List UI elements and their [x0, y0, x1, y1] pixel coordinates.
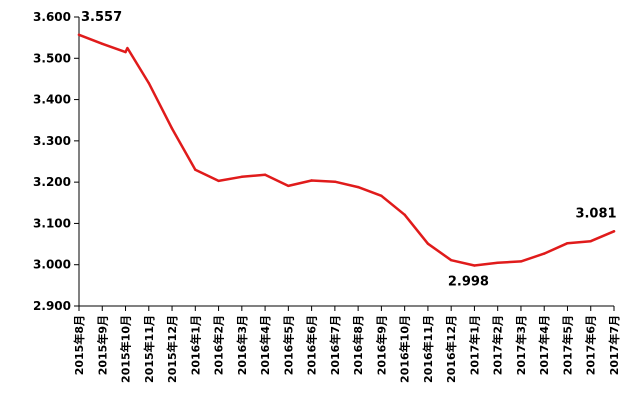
x-tick-label: 2016年5月 — [281, 315, 295, 375]
data-point — [612, 230, 616, 233]
x-tick-label: 2016年7月 — [328, 315, 342, 375]
y-axis: 2.900 3.000 3.100 3.200 3.300 3.400 3.500 3.600 — [33, 10, 80, 313]
x-tick-label: 2017年4月 — [537, 315, 551, 375]
x-tick-label: 2016年11月 — [421, 315, 435, 383]
data-point — [240, 175, 244, 178]
x-tick-label: 2017年5月 — [560, 315, 574, 375]
data-point — [147, 81, 150, 85]
x-tick-label: 2015年11月 — [142, 315, 156, 383]
data-point — [426, 242, 430, 245]
y-tick-label: 3.600 — [33, 10, 71, 24]
data-label: 3.081 — [575, 206, 616, 221]
data-point — [77, 33, 81, 36]
data-point — [543, 252, 546, 255]
data-point — [496, 261, 499, 264]
data-point — [519, 260, 523, 263]
x-tick-label: 2016年4月 — [258, 315, 272, 375]
data-point — [380, 194, 383, 197]
data-point — [310, 179, 313, 182]
x-tick-label: 2016年8月 — [351, 315, 365, 375]
x-tick-label: 2017年3月 — [514, 315, 528, 375]
x-tick-label: 2016年3月 — [235, 315, 249, 375]
data-point — [449, 258, 453, 262]
y-tick-label: 3.300 — [33, 134, 71, 148]
data-point — [333, 180, 337, 183]
data-point — [124, 50, 127, 54]
x-tick-label: 2016年2月 — [212, 315, 226, 375]
x-tick-label: 2015年9月 — [95, 315, 109, 375]
x-tick-label: 2015年10月 — [119, 315, 133, 383]
data-point — [566, 242, 569, 245]
x-tick-label: 2016年10月 — [398, 315, 412, 383]
y-tick-label: 2.900 — [33, 299, 71, 313]
x-axis: 2015年8月 2015年9月 2015年10月 2015年11月 2015年12月 20… — [72, 305, 621, 383]
x-tick-label: 2017年7月 — [607, 315, 621, 375]
data-point — [194, 168, 197, 171]
data-point — [403, 213, 406, 216]
x-tick-label: 2015年12月 — [165, 315, 179, 383]
data-point — [473, 264, 476, 267]
data-label: 3.557 — [81, 10, 122, 25]
data-point — [263, 173, 267, 176]
data-point — [589, 239, 592, 243]
data-point — [287, 184, 290, 188]
x-tick-label: 2016年12月 — [444, 315, 458, 383]
y-tick-label: 3.100 — [33, 216, 71, 230]
x-tick-label: 2016年1月 — [188, 315, 202, 375]
x-tick-label: 2016年9月 — [374, 315, 388, 375]
x-tick-label: 2015年8月 — [72, 315, 86, 375]
data-labels: 3.557 2.998 3.081 — [81, 10, 617, 290]
x-tick-label: 2017年6月 — [584, 315, 598, 375]
y-tick-label: 3.400 — [33, 93, 71, 107]
series-line — [77, 33, 616, 267]
data-label: 2.998 — [448, 275, 489, 290]
data-point — [170, 127, 174, 130]
x-tick-label: 2016年6月 — [305, 315, 319, 375]
y-tick-label: 3.000 — [33, 258, 71, 272]
data-point — [101, 42, 104, 46]
y-tick-label: 3.200 — [33, 175, 71, 189]
series-group — [77, 33, 616, 267]
x-tick-label: 2017年1月 — [467, 315, 481, 375]
data-point — [217, 179, 220, 183]
y-tick-label: 3.500 — [33, 51, 71, 65]
data-point — [356, 185, 360, 189]
x-tick-label: 2017年2月 — [491, 315, 505, 375]
